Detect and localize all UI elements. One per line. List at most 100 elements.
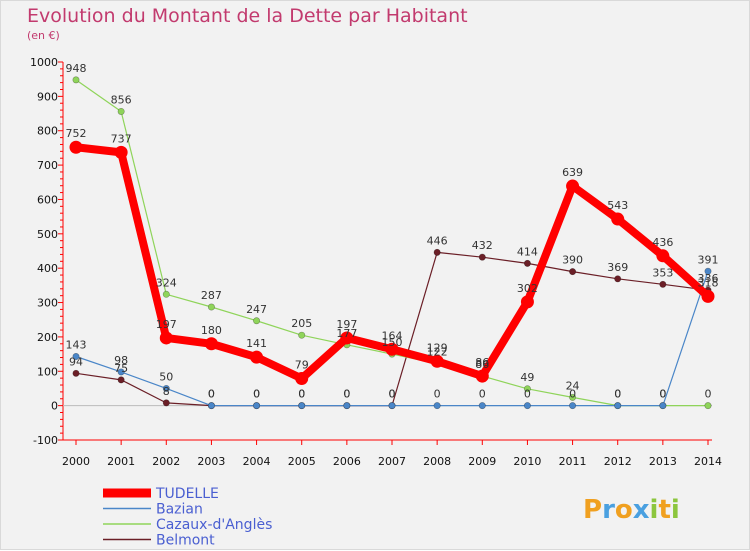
data-label-cazaux-d-angl-s: 24 — [566, 379, 580, 392]
y-tick-label: 1000 — [30, 56, 58, 69]
data-label-belmont: 0 — [298, 388, 305, 401]
legend-label-belmont: Belmont — [156, 533, 215, 549]
data-point-cazaux-d-angl-s — [253, 317, 261, 325]
x-tick-label: 2006 — [333, 455, 361, 468]
data-point-bazian — [162, 384, 170, 392]
x-tick-label: 2014 — [694, 455, 722, 468]
data-label-cazaux-d-angl-s: 287 — [201, 289, 222, 302]
data-label-tudelle: 129 — [427, 341, 448, 354]
data-label-bazian: 0 — [298, 388, 305, 401]
data-point-bazian — [343, 402, 351, 410]
data-label-bazian: 0 — [343, 388, 350, 401]
data-point-cazaux-d-angl-s — [704, 402, 712, 410]
data-point-tudelle — [385, 342, 399, 356]
data-label-tudelle: 639 — [562, 166, 583, 179]
data-label-cazaux-d-angl-s: 948 — [66, 62, 87, 75]
data-point-cazaux-d-angl-s — [523, 385, 531, 393]
data-label-tudelle: 318 — [698, 276, 719, 289]
data-point-belmont — [569, 268, 577, 276]
x-tick-label: 2013 — [649, 455, 677, 468]
data-point-bazian — [523, 402, 531, 410]
data-point-cazaux-d-angl-s — [569, 393, 577, 401]
data-label-cazaux-d-angl-s: 150 — [382, 336, 403, 349]
logo-letter: P — [583, 495, 602, 525]
data-point-bazian — [388, 402, 396, 410]
data-label-belmont: 0 — [389, 388, 396, 401]
data-point-tudelle — [701, 289, 715, 303]
data-point-tudelle — [295, 371, 309, 385]
data-point-tudelle — [656, 249, 670, 263]
data-point-belmont — [614, 275, 622, 283]
data-point-cazaux-d-angl-s — [207, 303, 215, 311]
x-tick-label: 2005 — [288, 455, 316, 468]
data-label-cazaux-d-angl-s: 0 — [614, 388, 621, 401]
chart-subtitle: (en €) — [27, 29, 60, 42]
data-label-belmont: 0 — [208, 388, 215, 401]
logo-letter: i — [671, 495, 680, 525]
chart-title: Evolution du Montant de la Dette par Hab… — [27, 5, 468, 27]
legend-label-tudelle: TUDELLE — [155, 486, 219, 502]
data-point-cazaux-d-angl-s — [162, 290, 170, 298]
data-label-tudelle: 543 — [607, 199, 628, 212]
data-point-bazian — [614, 402, 622, 410]
x-tick-label: 2004 — [243, 455, 271, 468]
data-point-bazian — [298, 402, 306, 410]
data-label-cazaux-d-angl-s: 247 — [246, 303, 267, 316]
data-label-tudelle: 436 — [652, 236, 673, 249]
data-label-belmont: 432 — [472, 239, 493, 252]
legend-label-cazaux-d-angl-s: Cazaux-d'Anglès — [156, 517, 272, 533]
data-point-bazian — [659, 402, 667, 410]
y-tick-label: 100 — [37, 365, 58, 378]
data-label-cazaux-d-angl-s: 0 — [705, 388, 712, 401]
data-label-bazian: 0 — [479, 388, 486, 401]
data-label-cazaux-d-angl-s: 205 — [291, 317, 312, 330]
data-label-tudelle: 197 — [156, 318, 177, 331]
data-label-bazian: 0 — [253, 388, 260, 401]
y-tick-label: 400 — [37, 262, 58, 275]
data-point-tudelle — [159, 331, 173, 345]
y-tick-label: 0 — [51, 400, 58, 413]
x-tick-label: 2008 — [423, 455, 451, 468]
data-point-belmont — [478, 253, 486, 261]
data-label-belmont: 369 — [607, 261, 628, 274]
data-point-tudelle — [520, 295, 534, 309]
x-tick-label: 2010 — [513, 455, 541, 468]
data-point-tudelle — [475, 369, 489, 383]
data-point-cazaux-d-angl-s — [117, 107, 125, 115]
logo-letter: o — [615, 495, 633, 525]
data-point-tudelle — [204, 337, 218, 351]
data-label-belmont: 390 — [562, 254, 583, 267]
data-point-belmont — [162, 399, 170, 407]
data-point-cazaux-d-angl-s — [298, 331, 306, 339]
data-label-belmont: 414 — [517, 245, 538, 258]
data-label-cazaux-d-angl-s: 856 — [111, 93, 132, 106]
data-label-belmont: 336 — [698, 272, 719, 285]
data-label-tudelle: 197 — [336, 318, 357, 331]
data-point-belmont — [433, 248, 441, 256]
logo-letter: r — [602, 495, 615, 525]
x-tick-label: 2011 — [559, 455, 587, 468]
y-tick-label: 500 — [37, 228, 58, 241]
data-label-belmont: 8 — [163, 385, 170, 398]
data-point-bazian — [569, 402, 577, 410]
data-label-bazian: 0 — [614, 388, 621, 401]
data-label-belmont: 0 — [253, 388, 260, 401]
data-point-bazian — [478, 402, 486, 410]
data-label-tudelle: 737 — [111, 132, 132, 145]
data-label-tudelle: 141 — [246, 337, 267, 350]
data-label-bazian: 391 — [698, 253, 719, 266]
data-point-bazian — [433, 402, 441, 410]
legend-label-bazian: Bazian — [156, 502, 203, 518]
data-point-tudelle — [69, 140, 83, 154]
x-tick-label: 2009 — [468, 455, 496, 468]
data-point-bazian — [117, 368, 125, 376]
y-tick-label: -100 — [33, 434, 58, 447]
y-tick-label: 300 — [37, 297, 58, 310]
x-tick-label: 2012 — [604, 455, 632, 468]
data-label-bazian: 0 — [389, 388, 396, 401]
data-label-cazaux-d-angl-s: 86 — [475, 358, 489, 371]
data-label-bazian: 0 — [208, 388, 215, 401]
data-point-belmont — [72, 369, 80, 377]
data-label-cazaux-d-angl-s: 324 — [156, 276, 177, 289]
